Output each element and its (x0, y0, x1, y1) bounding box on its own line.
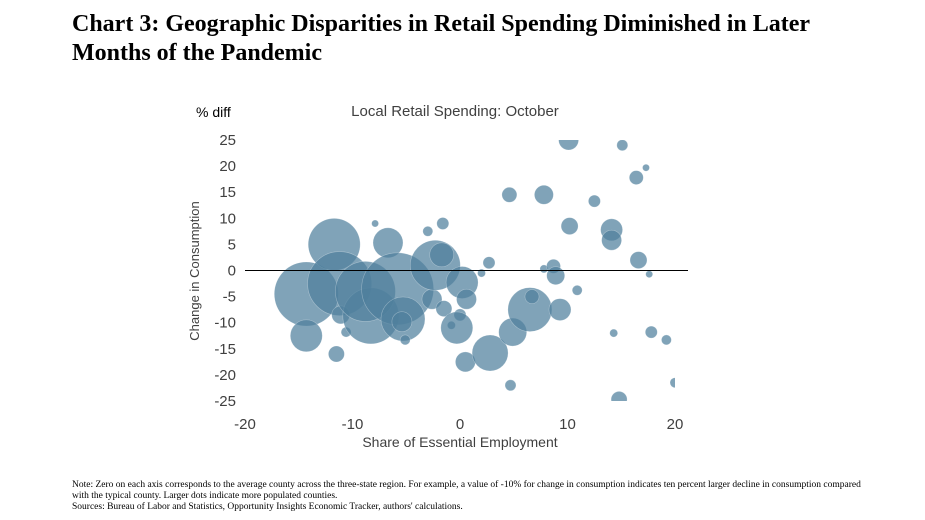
sources-text: Sources: Bureau of Labor and Statistics,… (72, 502, 463, 512)
bubble-point-48 (610, 391, 628, 401)
y-tick-label-3: 15 (219, 184, 236, 201)
bubble-point-5 (328, 345, 345, 363)
bubble-point-52 (642, 163, 650, 172)
y-tick-label-5: 5 (228, 236, 236, 253)
chart-title: Local Retail Spending: October (351, 103, 559, 120)
bubble-point-4 (289, 319, 323, 353)
bubble-point-47 (609, 328, 619, 338)
y-tick-label-4: 10 (219, 210, 236, 227)
bubble-point-15 (391, 311, 413, 333)
y-tick-label-11: -25 (214, 393, 236, 410)
bubble-point-21 (435, 300, 453, 317)
bubble-point-10 (371, 219, 379, 228)
bubble-point-49 (616, 140, 629, 151)
x-tick-label-1: -20 (234, 416, 256, 433)
y-tick-labels: 25 20 15 10 5 0 -5 -10 -15 -20 -25 (214, 132, 236, 410)
bubble-point-56 (669, 377, 675, 388)
y-tick-label-8: -10 (214, 315, 236, 332)
bubble-point-30 (471, 334, 509, 372)
bubble-series (273, 140, 675, 401)
x-axis-label: Share of Essential Employment (362, 434, 557, 450)
x-tick-labels: -20 -10 0 10 20 (234, 416, 683, 433)
y-tick-label-9: -15 (214, 341, 236, 358)
bubble-point-39 (546, 266, 566, 286)
bubble-point-53 (645, 270, 654, 279)
bubble-point-54 (644, 325, 658, 339)
x-tick-label-2: -10 (342, 416, 364, 433)
bubble-point-35 (524, 289, 540, 304)
x-tick-label-5: 20 (667, 416, 684, 433)
bubble-point-28 (482, 256, 496, 270)
y-tick-label-7: -5 (223, 289, 236, 306)
y-tick-label-6: 0 (228, 263, 236, 280)
bubble-point-40 (548, 298, 572, 321)
y-unit-label: % diff (196, 104, 231, 120)
x-tick-label-3: 0 (456, 416, 464, 433)
bubble-point-51 (629, 251, 648, 269)
bubble-point-36 (534, 185, 554, 205)
bubble-point-31 (501, 187, 518, 203)
bubble-point-20 (429, 242, 455, 268)
bubble-point-44 (588, 194, 601, 208)
bubble-point-26 (456, 288, 477, 310)
bubble-point-43 (571, 284, 583, 296)
bubble-point-16 (422, 226, 434, 237)
x-tick-label-4: 10 (559, 416, 576, 433)
bubble-point-50 (628, 170, 644, 185)
y-tick-label-10: -20 (214, 367, 236, 384)
bubble-point-29 (477, 268, 486, 278)
note-text: Note: Zero on each axis corresponds to t… (72, 480, 861, 501)
bubble-point-46 (601, 229, 622, 251)
bubble-point-42 (560, 217, 579, 235)
y-tick-label-1: 25 (219, 132, 236, 149)
bubble-point-41 (558, 140, 579, 151)
bubble-point-55 (661, 334, 672, 346)
chart-headline: Chart 3: Geographic Disparities in Retai… (72, 11, 810, 66)
bubble-point-32 (504, 379, 517, 392)
y-tick-label-2: 20 (219, 158, 236, 175)
bubble-point-25 (440, 311, 474, 345)
bubble-point-19 (436, 217, 450, 230)
bubble-point-14 (399, 334, 411, 346)
chart-notes: Note: Zero on each axis corresponds to t… (72, 480, 862, 513)
y-axis-label: Change in Consumption (187, 201, 202, 340)
